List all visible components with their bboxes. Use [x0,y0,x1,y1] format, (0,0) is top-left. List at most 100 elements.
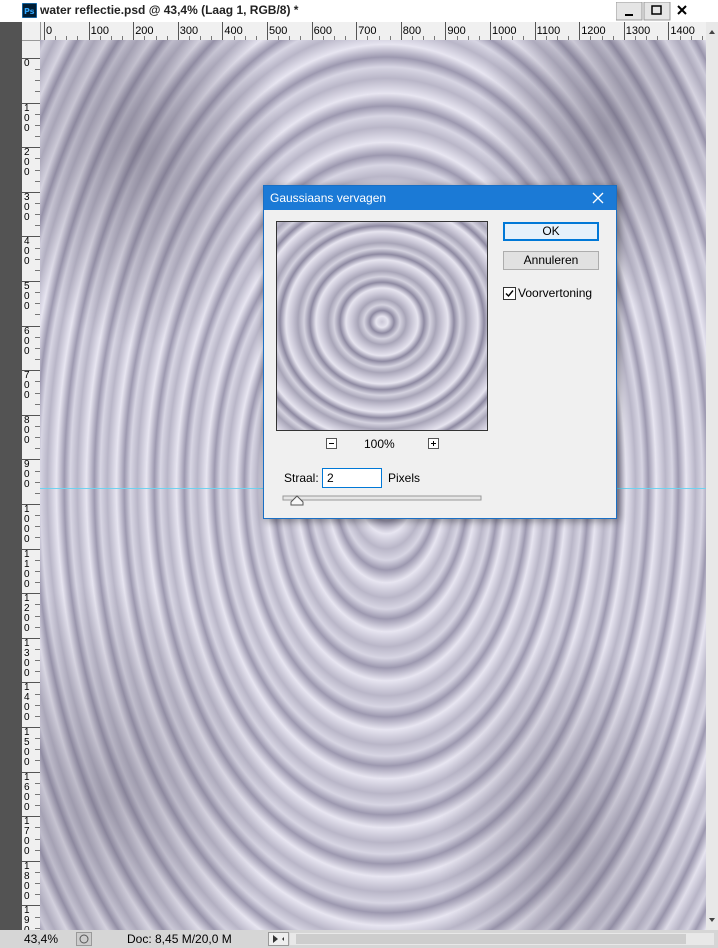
ruler-label: 1500 [24,727,30,768]
ruler-tick [534,22,536,40]
ruler-minor-tick [35,805,40,807]
ruler-minor-tick [35,660,40,662]
ruler-tick [22,191,40,193]
ruler-tick [22,414,40,416]
ruler-minor-tick [389,36,391,40]
ruler-minor-tick [35,481,40,483]
ruler-minor-tick [35,570,40,572]
ruler-label: 0 [24,58,30,69]
window-controls[interactable] [616,2,716,22]
ruler-minor-tick [556,36,558,40]
ruler-minor-tick [35,559,40,561]
ruler-minor-tick [35,537,40,539]
ruler-minor-tick [568,36,570,40]
ruler-minor-tick [333,36,335,40]
ruler-minor-tick [35,883,40,885]
zoom-in-button[interactable] [428,438,440,450]
ruler-minor-tick [35,615,40,617]
ruler-label: 800 [24,414,30,446]
ruler-minor-tick [35,827,40,829]
ruler-minor-tick [35,381,40,383]
ruler-minor-tick [423,36,425,40]
ruler-minor-tick [35,470,40,472]
close-button[interactable] [592,192,604,204]
ruler-minor-tick [35,715,40,717]
ruler-tick [22,637,40,639]
horizontal-scrollbar[interactable] [268,932,718,946]
ruler-tick [490,22,491,40]
ruler-corner [22,22,41,41]
scroll-arrows [709,30,715,922]
ruler-tick [22,281,40,282]
radius-input[interactable]: 2 [322,468,382,488]
ruler-minor-tick [300,36,302,40]
ruler-minor-tick [255,36,257,40]
ruler-minor-tick [612,36,614,40]
ruler-label: 900 [24,459,30,491]
ruler-minor-tick [35,359,40,361]
ruler-minor-tick [35,526,40,528]
ruler-minor-tick [411,36,413,40]
ruler-minor-tick [244,36,246,40]
ruler-minor-tick [35,202,40,204]
ruler-minor-tick [35,492,40,494]
status-icon[interactable] [76,932,92,946]
dialog-title: Gaussiaans vervagen [270,191,387,205]
zoom-out-button[interactable] [326,438,338,450]
ruler-minor-tick [345,36,347,40]
ruler-label: 1600 [24,771,30,813]
ruler-minor-tick [367,36,369,40]
ruler-label: 500 [269,25,288,37]
ruler-tick [356,22,358,40]
ruler-label: 1000 [492,25,517,37]
svg-text:Ps: Ps [24,7,35,16]
ruler-tick [22,102,40,104]
ruler-minor-tick [35,437,40,439]
ruler-minor-tick [434,36,436,40]
ruler-label: 100 [90,25,109,37]
ruler-minor-tick [77,36,79,40]
ruler-minor-tick [35,225,40,227]
ruler-minor-tick [35,871,40,873]
ruler-label: 300 [24,191,30,223]
ruler-minor-tick [35,425,40,427]
ruler-minor-tick [601,36,603,40]
ruler-label: 400 [24,236,30,268]
zoom-field[interactable]: 43,4% [24,932,59,946]
document-size: Doc: 8,45 M/20,0 M [127,932,232,946]
ruler-minor-tick [35,303,40,305]
preview-image[interactable] [276,221,488,431]
ruler-minor-tick [35,793,40,795]
ruler-minor-tick [35,314,40,316]
ruler-minor-tick [701,36,703,40]
ruler-minor-tick [35,136,40,138]
ruler-minor-tick [35,648,40,650]
ruler-tick [400,22,402,40]
ruler-tick [22,860,40,862]
ruler-label: 900 [447,25,466,37]
ruler-minor-tick [634,36,636,40]
ruler-minor-tick [456,36,458,40]
preview-checkbox[interactable] [503,287,516,300]
ruler-tick [177,22,179,40]
ruler-minor-tick [35,347,40,349]
ruler-tick [22,593,40,595]
radius-label: Straal: [284,471,319,485]
ruler-minor-tick [35,738,40,740]
ruler-tick [22,548,40,550]
ruler-minor-tick [35,671,40,673]
ruler-tick [267,22,268,40]
gaussian-blur-dialog: Gaussiaans vervagen 100% OK Annuleren Vo… [263,185,617,519]
ok-button[interactable]: OK [503,222,599,241]
ruler-minor-tick [35,214,40,216]
ruler-minor-tick [35,180,40,182]
cancel-button[interactable]: Annuleren [503,251,599,270]
ruler-minor-tick [690,36,692,40]
ruler-tick [22,504,40,505]
ruler-minor-tick [501,36,503,40]
ruler-minor-tick [66,36,68,40]
ruler-minor-tick [35,292,40,294]
vertical-scrollbar[interactable] [706,22,718,930]
radius-slider[interactable] [282,493,484,507]
